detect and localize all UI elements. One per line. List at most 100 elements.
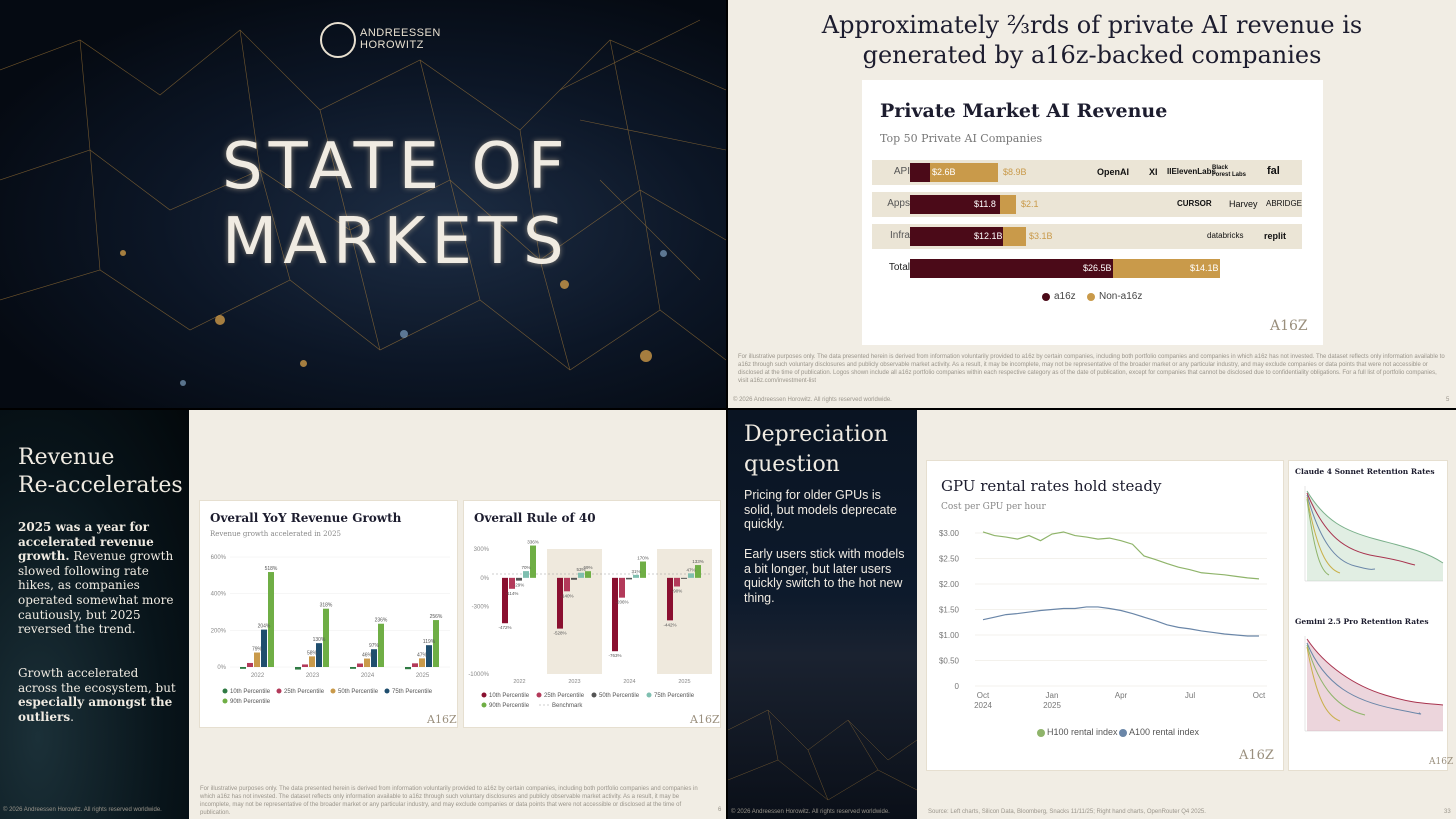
data-label: 318% <box>320 603 333 609</box>
data-label: -472% <box>498 625 511 630</box>
footnote: For illustrative purposes only. The data… <box>200 786 698 815</box>
chart-card-rule-of-40: Overall Rule of 40 300% 0% -300% -1000% 336%… <box>463 500 721 728</box>
y-tick-label: $2.50 <box>939 555 960 564</box>
chart-title: GPU rental rates hold steady <box>941 477 1162 495</box>
panel-title: Revenue Re-accelerates <box>18 444 183 500</box>
bar-non-a16z <box>1113 259 1220 278</box>
y-tick-label: $3.00 <box>939 529 960 538</box>
bar <box>254 652 260 667</box>
gemini-retention-chart <box>1304 636 1444 732</box>
bar <box>681 577 687 579</box>
logo-fal: fal <box>1267 165 1280 177</box>
value-a16z: $2.6B <box>932 167 956 177</box>
panel-title: Depreciation question <box>744 420 888 480</box>
slide-depreciation-question[interactable]: Depreciation question Pricing for older … <box>728 410 1456 819</box>
y-tick-label: 0 <box>955 682 960 691</box>
bar-a16z <box>910 163 930 182</box>
legend-label: 75th Percentile <box>654 693 695 699</box>
y-tick-label: -1000% <box>468 672 489 678</box>
x-tick-label: Oct <box>977 691 990 700</box>
bar <box>261 629 267 667</box>
legend-label: 25th Percentile <box>284 689 325 695</box>
bar <box>316 643 322 667</box>
bar <box>309 656 315 667</box>
y-tick-label: 0% <box>480 576 489 582</box>
legend-swatch <box>276 688 282 694</box>
data-label: 119% <box>423 639 436 645</box>
bar <box>578 572 584 578</box>
x-tick-label: 2024 <box>361 673 375 679</box>
legend-label: 90th Percentile <box>489 703 530 709</box>
cover-title-line-1: STATE OF <box>222 130 571 204</box>
footnote: For illustrative purposes only. The data… <box>738 354 1445 384</box>
legend-swatch-non-a16z <box>1087 293 1095 301</box>
bar-non-a16z <box>1000 195 1016 214</box>
data-label: 236% <box>375 618 388 624</box>
y-tick-label: $0.50 <box>939 657 960 666</box>
panel-body-1: 2025 was a year for accelerated revenue … <box>18 520 178 637</box>
chart-subtitle: Cost per GPU per hour <box>941 502 1046 512</box>
chart-card-gpu-rental: GPU rental rates hold steady Cost per GP… <box>926 460 1284 771</box>
bokeh-dot <box>300 360 307 367</box>
chart-card-yoy-growth: Overall YoY Revenue Growth Revenue growt… <box>199 500 458 728</box>
legend-swatch <box>222 688 228 694</box>
source-note: Source: Left charts, Silicon Data, Bloom… <box>928 809 1206 815</box>
x-tick-label: 2023 <box>568 679 580 685</box>
legend-swatch <box>481 702 487 708</box>
panel-title-line-2: question <box>744 452 840 477</box>
legend-non-a16z: Non-a16z <box>1099 291 1143 302</box>
bar <box>268 572 274 667</box>
data-label: 46% <box>362 653 373 659</box>
value-non-a16z: $14.1B <box>1190 263 1219 273</box>
slide-private-ai-revenue[interactable]: Approximately ⅔rds of private AI revenue… <box>728 0 1456 408</box>
legend-label: 90th Percentile <box>230 699 271 705</box>
data-label: 47% <box>417 652 428 658</box>
bokeh-dot <box>660 250 667 257</box>
y-tick-label: -300% <box>472 605 490 611</box>
data-label: 204% <box>258 624 271 630</box>
page-number: 6 <box>718 807 722 813</box>
data-label: 336% <box>527 540 539 545</box>
y-tick-label: $1.00 <box>939 631 960 640</box>
card-title: Private Market AI Revenue <box>880 100 1168 122</box>
row-label: Total <box>888 262 910 273</box>
body-bold: 2025 was a year for accelerated revenue … <box>18 520 154 564</box>
bar <box>626 577 632 580</box>
bar-a16z <box>910 195 1000 214</box>
x-tick-label: Apr <box>1115 691 1128 700</box>
bar <box>557 577 563 629</box>
x-tick-label: 2024 <box>623 679 635 685</box>
slide-cover[interactable]: ANDREESSEN HOROWITZ STATE OF MARKETS <box>0 0 726 408</box>
body-text: Revenue growth slowed following rate hik… <box>18 549 174 637</box>
bar-non-a16z <box>1003 227 1026 246</box>
bar <box>323 608 329 667</box>
bar <box>564 577 570 592</box>
revenue-row-total: Total $26.5B $14.1B <box>872 256 1302 281</box>
logo-line-1: ANDREESSEN <box>360 27 441 39</box>
data-label: -140% <box>560 593 573 598</box>
bar <box>247 662 253 667</box>
y-tick-label: 300% <box>474 547 490 553</box>
body-text: . <box>70 709 74 724</box>
data-label: 170% <box>637 556 649 561</box>
chart-title: Overall YoY Revenue Growth <box>210 511 402 525</box>
bar <box>523 571 529 578</box>
bar <box>405 667 411 670</box>
bar <box>516 577 522 581</box>
cover-title-line-2: MARKETS <box>222 205 570 279</box>
bar <box>412 663 418 667</box>
logo-line-2: HOROWITZ <box>360 39 424 51</box>
page-number: 33 <box>1444 809 1451 815</box>
logo-elevenlabs: IIElevenLabs <box>1167 167 1216 176</box>
panel-body-1: Pricing for older GPUs is solid, but mod… <box>744 488 897 532</box>
revenue-row-infra: Infra $12.1B $3.1B databricks replit <box>872 224 1302 249</box>
bar-non-a16z <box>930 163 998 182</box>
data-label: 69% <box>583 565 592 570</box>
y-tick-label: $2.00 <box>939 580 960 589</box>
bar <box>502 577 508 624</box>
slide-revenue-reaccelerates[interactable]: Revenue Re-accelerates 2025 was a year f… <box>0 410 726 819</box>
logo-cursor: CURSOR <box>1177 199 1212 208</box>
bar <box>357 663 363 667</box>
shaded-band <box>657 549 712 674</box>
legend-a16z: a16z <box>1054 291 1076 302</box>
